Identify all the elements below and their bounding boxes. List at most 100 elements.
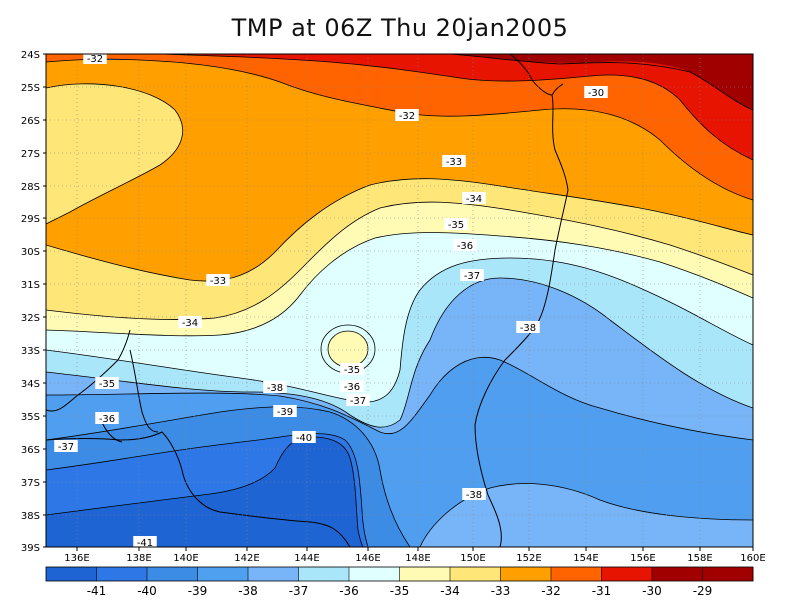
contour-label-text: -38 xyxy=(520,323,536,334)
lon-tick-label: 156E xyxy=(630,553,655,564)
lat-tick-label: 27S xyxy=(21,149,40,160)
colorbar-label: -39 xyxy=(188,584,208,598)
contour-label: -38 xyxy=(462,488,486,501)
contour-label: -39 xyxy=(273,405,297,418)
temperature-field xyxy=(46,54,753,547)
colorbar-swatch xyxy=(601,567,653,581)
colorbar-swatch xyxy=(46,567,97,581)
contour-label: -38 xyxy=(263,381,287,394)
lat-tick-label: 38S xyxy=(21,511,40,522)
lat-tick-label: 35S xyxy=(21,412,40,423)
contour-label: -35 xyxy=(95,377,119,390)
contour-lines xyxy=(46,54,753,547)
contour-label-text: -36 xyxy=(344,382,360,393)
lon-tick-label: 150E xyxy=(460,553,485,564)
colorbar-swatch xyxy=(197,567,249,581)
lat-tick-label: 34S xyxy=(21,379,40,390)
contour-label-text: -32 xyxy=(399,111,415,122)
lat-tick-label: 37S xyxy=(21,478,40,489)
contour-label: -38 xyxy=(516,321,540,334)
contour-label-text: -35 xyxy=(99,379,115,390)
lon-tick-label: 160E xyxy=(740,553,765,564)
contour-label-text: -38 xyxy=(466,490,482,501)
contour-label: -34 xyxy=(178,316,202,329)
band-minus36-region xyxy=(46,258,753,428)
plot-frame xyxy=(45,53,754,548)
colorbar-swatch xyxy=(702,567,754,581)
colorbar-swatch xyxy=(349,567,400,581)
contour-label: -36 xyxy=(95,412,119,425)
lon-tick-label: 136E xyxy=(64,553,89,564)
contour-label-text: -34 xyxy=(466,194,482,205)
lat-tick-label: 33S xyxy=(21,346,40,357)
colorbar-label: -41 xyxy=(87,584,107,598)
colorbar-label: -30 xyxy=(642,584,662,598)
lat-tick-label: 29S xyxy=(21,214,40,225)
contour-label: -32 xyxy=(83,52,107,65)
contour-label: -37 xyxy=(346,394,370,407)
contour-label-text: -37 xyxy=(464,271,480,282)
lat-tick-label: 31S xyxy=(21,280,40,291)
colorbar-label: -34 xyxy=(440,584,460,598)
contour-label-text: -37 xyxy=(350,396,366,407)
lon-tick-label: 138E xyxy=(126,553,151,564)
contour-label: -35 xyxy=(340,363,364,376)
contour-label: -37 xyxy=(460,269,484,282)
colorbar-label: -33 xyxy=(491,584,511,598)
longitude-ticks: 136E 138E 140E 142E 144E 146E 148E 150E 152E 154E… xyxy=(64,547,766,564)
contour-label: -32 xyxy=(395,109,419,122)
colorbar-label: -38 xyxy=(238,584,258,598)
contour-label: -33 xyxy=(206,274,230,287)
lon-tick-label: 148E xyxy=(405,553,430,564)
contour-label-text: -40 xyxy=(296,433,312,444)
contour-label-text: -39 xyxy=(277,407,293,418)
contour-label: -34 xyxy=(462,192,486,205)
contour-label: -30 xyxy=(584,86,608,99)
band-minus34-region xyxy=(46,202,753,336)
colorbar-label: -37 xyxy=(289,584,309,598)
contour-label-text: -35 xyxy=(344,365,360,376)
colorbar-swatch xyxy=(298,567,350,581)
contour-label-text: -38 xyxy=(267,383,283,394)
contour-label-text: -34 xyxy=(182,318,198,329)
lat-tick-label: 25S xyxy=(21,83,40,94)
lon-tick-label: 154E xyxy=(573,553,598,564)
band-minus29-region xyxy=(450,54,753,110)
lat-tick-label: 26S xyxy=(21,116,40,127)
coastline xyxy=(46,54,753,547)
band-minus31-region xyxy=(46,54,753,200)
colorbar-swatch xyxy=(147,567,198,581)
contour-label-text: -36 xyxy=(457,241,473,252)
contour-label: -35 xyxy=(444,218,468,231)
colorbar-label: -29 xyxy=(693,584,713,598)
contour-label-text: -32 xyxy=(87,54,103,65)
colorbar-label: -36 xyxy=(339,584,359,598)
colorbar: -41 -40 -39 -38 -37 -36 -35 -34 -33 -32 -31 -30 -29 xyxy=(45,566,754,598)
colorbar-swatch xyxy=(399,567,451,581)
contour-label-text: -37 xyxy=(58,442,74,453)
contour-label: -36 xyxy=(453,239,477,252)
colorbar-label: -31 xyxy=(592,584,612,598)
contour-labels: -32 -30 -32 -33 -34 -35 -36 -37 -38 -33 -34 -35 -36 -… xyxy=(54,52,608,549)
colorbar-swatch xyxy=(500,567,552,581)
colorbar-swatch xyxy=(96,567,148,581)
contour-label-text: -41 xyxy=(137,538,153,549)
map-title: TMP at 06Z Thu 20jan2005 xyxy=(231,14,569,42)
lat-tick-label: 32S xyxy=(21,313,40,324)
colorbar-swatch xyxy=(248,567,299,581)
lat-tick-label: 39S xyxy=(21,543,40,554)
contour-label: -36 xyxy=(340,380,364,393)
lat-tick-label: 36S xyxy=(21,445,40,456)
lat-tick-label: 24S xyxy=(21,50,40,61)
lon-tick-label: 146E xyxy=(355,553,380,564)
band-minus32-region xyxy=(46,60,753,282)
contour-label-text: -33 xyxy=(446,157,462,168)
lon-tick-label: 142E xyxy=(234,553,259,564)
band-minus37-region xyxy=(46,278,753,440)
lat-tick-label: 28S xyxy=(21,182,40,193)
latitude-ticks: 24S 25S 26S 27S 28S 29S 30S 31S 32S 33S 34S 35S 36S 3… xyxy=(21,50,46,554)
contour-label: -41 xyxy=(133,536,157,549)
colorbar-swatch xyxy=(652,567,703,581)
colorbar-label: -40 xyxy=(137,584,157,598)
